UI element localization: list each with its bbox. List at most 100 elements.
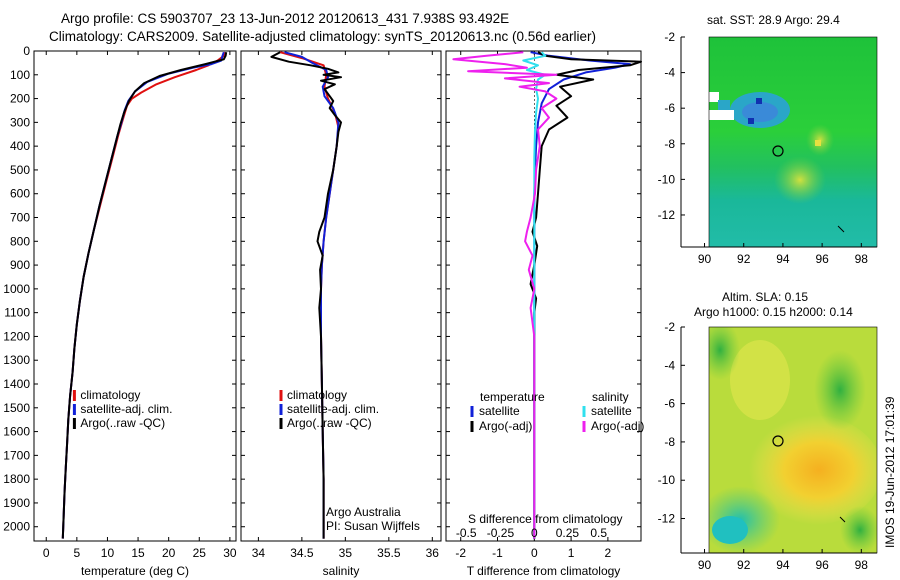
map-xtick-label: 98 bbox=[855, 252, 869, 266]
difference-salinity-tick-label: 0 bbox=[531, 526, 538, 540]
temperature-plot-frame bbox=[33, 50, 237, 542]
map-ytick-label: -12 bbox=[658, 208, 676, 222]
difference-xlabel: T difference from climatology bbox=[467, 564, 621, 578]
temperature-xtick-label: 5 bbox=[74, 546, 81, 560]
figure-title-line2: Climatology: CARS2009. Satellite-adjuste… bbox=[49, 29, 596, 44]
difference-salinity-tick-label: 0.25 bbox=[556, 526, 580, 540]
difference-legend-group-title: salinity bbox=[592, 390, 629, 404]
difference-salinity-tick-label: -0.5 bbox=[456, 526, 477, 540]
temperature-legend-label: climatology bbox=[80, 388, 140, 402]
map-ytick-label: -10 bbox=[658, 473, 676, 487]
temperature-xtick-label: 0 bbox=[43, 546, 50, 560]
temperature-xtick-label: 15 bbox=[131, 546, 145, 560]
sla-small-arrow bbox=[839, 516, 846, 523]
depth-tick-label: 1400 bbox=[3, 377, 30, 391]
salinity-legend-label: Argo(..raw -QC) bbox=[287, 416, 372, 430]
difference-profile-panel: -2 -1 0 1 2 T difference from climatology temp… bbox=[445, 50, 644, 578]
map-xtick-label: 96 bbox=[815, 558, 829, 572]
depth-tick-label: 400 bbox=[10, 139, 30, 153]
depth-tick-label: 700 bbox=[10, 211, 30, 225]
map-ytick-label: -12 bbox=[658, 512, 676, 526]
difference-legend-group-title: temperature bbox=[480, 390, 545, 404]
depth-tick-label: 1200 bbox=[3, 329, 30, 343]
difference-plot-frame bbox=[445, 50, 642, 542]
sla-map-field bbox=[709, 327, 877, 553]
salinity-xlabel: salinity bbox=[323, 564, 360, 578]
map-xtick-label: 92 bbox=[737, 252, 751, 266]
temperature-xtick-label: 25 bbox=[193, 546, 207, 560]
map-ytick-label: -4 bbox=[664, 66, 675, 80]
depth-tick-label: 1600 bbox=[3, 425, 30, 439]
difference-xtick-label: 1 bbox=[568, 546, 575, 560]
sst-map-field bbox=[709, 37, 877, 247]
map-xtick-label: 98 bbox=[855, 558, 869, 572]
depth-tick-label: 800 bbox=[10, 234, 30, 248]
map-xtick-label: 96 bbox=[815, 252, 829, 266]
sla-map-title-line1: Altim. SLA: 0.15 bbox=[722, 290, 808, 304]
difference-xtick-label: -1 bbox=[492, 546, 503, 560]
salinity-annotation: PI: Susan Wijffels bbox=[326, 519, 420, 533]
depth-tick-label: 200 bbox=[10, 92, 30, 106]
temperature-legend-label: Argo(..raw -QC) bbox=[80, 416, 165, 430]
depth-tick-label: 1000 bbox=[3, 282, 30, 296]
temperature-xtick-label: 30 bbox=[223, 546, 237, 560]
salinity-legend-label: climatology bbox=[287, 388, 347, 402]
depth-tick-label: 1900 bbox=[3, 496, 30, 510]
salinity-xtick-label: 36 bbox=[426, 546, 440, 560]
map-xtick-label: 90 bbox=[698, 252, 712, 266]
temperature-series-argo-raw-qc- bbox=[61, 52, 228, 539]
difference-salinity-tick-label: 0.5 bbox=[590, 526, 607, 540]
map-ytick-label: -2 bbox=[664, 320, 675, 334]
salinity-xtick-label: 35.5 bbox=[377, 546, 401, 560]
depth-tick-label: 100 bbox=[10, 68, 30, 82]
map-ytick-label: -8 bbox=[664, 137, 675, 151]
map-xtick-label: 90 bbox=[698, 558, 712, 572]
map-ytick-label: -6 bbox=[664, 397, 675, 411]
difference-xtick-label: 2 bbox=[605, 546, 612, 560]
depth-tick-label: 2000 bbox=[3, 520, 30, 534]
depth-tick-label: 1800 bbox=[3, 472, 30, 486]
difference-series-salinity-argo-adj- bbox=[452, 51, 558, 539]
depth-tick-label: 1700 bbox=[3, 448, 30, 462]
salinity-profile-panel: 34 34.5 35 35.5 36 salinity climatologysatelli… bbox=[240, 50, 442, 578]
difference-salinity-tick-label: -0.25 bbox=[487, 526, 515, 540]
figure-title-line1: Argo profile: CS 5903707_23 13-Jun-2012 … bbox=[61, 11, 509, 26]
sst-argo-position-marker bbox=[772, 145, 784, 157]
salinity-xtick-label: 34.5 bbox=[290, 546, 314, 560]
side-timestamp: IMOS 19-Jun-2012 17:01:39 bbox=[883, 396, 897, 548]
difference-top-axis-label: S difference from climatology bbox=[468, 512, 623, 526]
difference-legend-label: Argo(-adj) bbox=[479, 419, 532, 433]
temperature-xlabel: temperature (deg C) bbox=[81, 564, 189, 578]
sst-small-arrow bbox=[837, 225, 845, 233]
sst-map-title: sat. SST: 28.9 Argo: 29.4 bbox=[707, 13, 840, 27]
map-ytick-label: -10 bbox=[658, 172, 676, 186]
depth-tick-label: 300 bbox=[10, 115, 30, 129]
salinity-xtick-label: 35 bbox=[339, 546, 353, 560]
depth-tick-label: 1300 bbox=[3, 353, 30, 367]
difference-xtick-label: -2 bbox=[455, 546, 466, 560]
depth-tick-label: 0 bbox=[23, 44, 30, 58]
sla-map-title-line2: Argo h1000: 0.15 h2000: 0.14 bbox=[694, 305, 853, 319]
depth-tick-label: 1500 bbox=[3, 401, 30, 415]
sla-map-axes: -2 -4 -6 -8 -10 -12 90 92 94 96 98 bbox=[658, 320, 877, 572]
map-ytick-label: -6 bbox=[664, 101, 675, 115]
depth-tick-label: 1100 bbox=[4, 306, 30, 320]
sla-argo-position-marker bbox=[772, 435, 784, 447]
difference-legend-label: satellite bbox=[591, 404, 632, 418]
difference-legend-label: Argo(-adj) bbox=[591, 419, 644, 433]
map-xtick-label: 94 bbox=[776, 252, 790, 266]
temperature-legend-label: satellite-adj. clim. bbox=[80, 402, 172, 416]
difference-legend-label: satellite bbox=[479, 404, 520, 418]
map-xtick-label: 94 bbox=[776, 558, 790, 572]
salinity-plot-frame bbox=[240, 50, 442, 542]
salinity-legend-label: satellite-adj. clim. bbox=[287, 402, 379, 416]
temperature-xtick-label: 20 bbox=[162, 546, 176, 560]
map-ytick-label: -4 bbox=[664, 358, 675, 372]
depth-tick-label: 600 bbox=[10, 187, 30, 201]
salinity-annotation: Argo Australia bbox=[326, 505, 401, 519]
map-xtick-label: 92 bbox=[737, 558, 751, 572]
sla-map-panel: Altim. SLA: 0.15 Argo h1000: 0.15 h2000:… bbox=[658, 290, 878, 572]
salinity-xtick-label: 34 bbox=[252, 546, 266, 560]
temperature-profile-panel: 0100200300400500600700800900100011001200… bbox=[3, 44, 237, 578]
